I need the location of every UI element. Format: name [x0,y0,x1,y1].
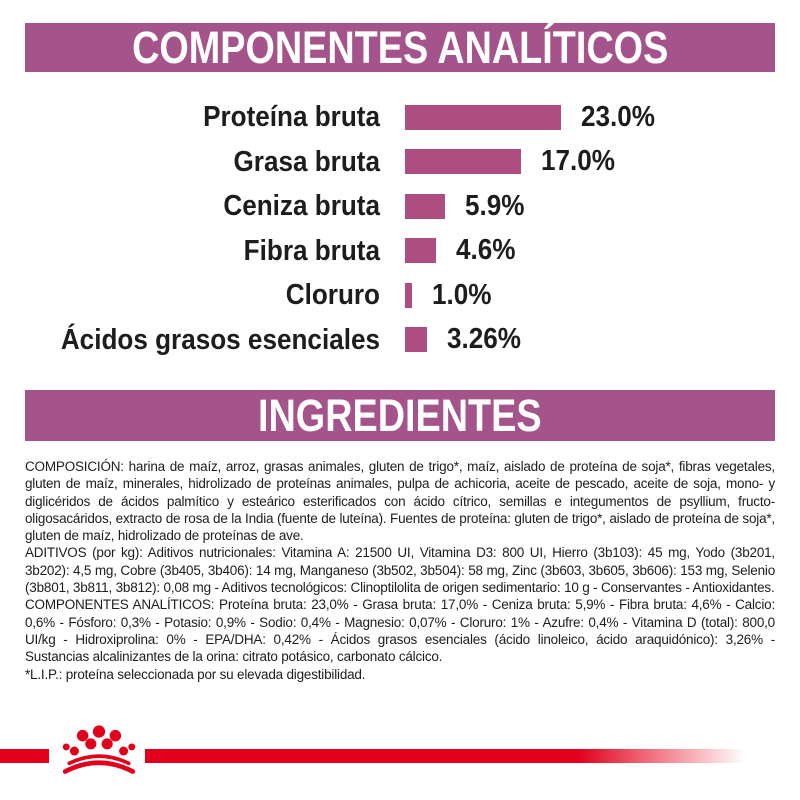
component-bar [405,193,446,219]
brand-stripe-left [0,749,49,763]
chart-row: Fibra bruta 4.6% [0,229,800,273]
component-value: 1.0% [431,278,492,311]
ingredients-text-block: COMPOSICIÓN: harina de maíz, arroz, gras… [25,458,775,683]
brand-footer [0,720,800,800]
ingredients-title: INGREDIENTES [258,389,542,441]
component-bar [405,282,412,308]
chart-row: Ceniza bruta 5.9% [0,184,800,228]
component-label: Ceniza bruta [223,190,380,222]
analytical-constituents-paragraph: COMPONENTES ANALÍTICOS: Proteína bruta: … [25,597,775,665]
analytical-components-title: COMPONENTES ANALÍTICOS [131,21,669,73]
chart-row: Grasa bruta 17.0% [0,140,800,184]
royal-canin-crown-icon [62,725,136,774]
chart-row: Proteína bruta 23.0% [0,95,800,139]
brand-stripe-right [145,749,745,763]
component-value: 3.26% [447,323,522,355]
component-value: 23.0% [581,100,656,133]
component-label: Ácidos grasos esenciales [60,323,381,356]
component-value: 5.9% [465,189,525,222]
analytical-components-chart: Proteína bruta 23.0% Grasa bruta 17.0% Ceniz… [0,0,800,390]
analytical-components-banner: COMPONENTES ANALÍTICOS [25,21,775,73]
component-bar [405,327,428,352]
component-bar [405,104,562,130]
component-bar [405,149,521,174]
component-bar [405,238,437,263]
component-value: 17.0% [540,145,615,177]
chart-row: Cloruro 1.0% [0,273,800,317]
component-label: Cloruro [285,279,380,311]
component-label: Proteína bruta [203,101,380,133]
lip-footnote: *L.I.P.: proteína seleccionada por su el… [25,666,366,682]
composition-paragraph: COMPOSICIÓN: harina de maíz, arroz, gras… [25,459,775,544]
component-label: Grasa bruta [233,145,380,178]
additives-paragraph: ADITIVOS (por kg): Aditivos nutricionale… [25,545,775,596]
chart-row: Ácidos grasos esenciales 3.26% [0,318,800,362]
component-label: Fibra bruta [243,234,380,267]
ingredients-banner: INGREDIENTES [25,390,775,441]
component-value: 4.6% [456,234,516,266]
